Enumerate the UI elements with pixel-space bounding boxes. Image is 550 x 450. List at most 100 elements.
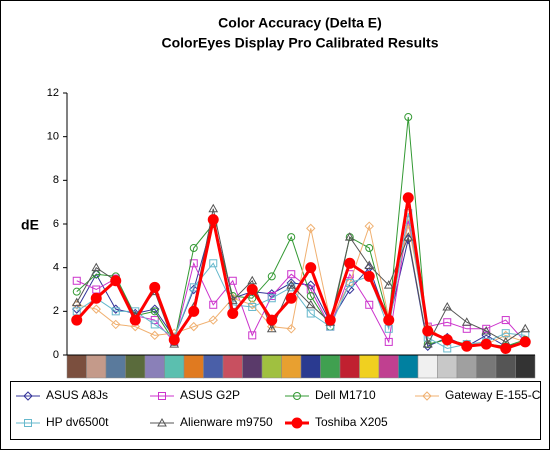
legend-label: ASUS A8Js	[46, 388, 108, 402]
data-point	[306, 292, 315, 301]
y-tick-label: 8	[53, 174, 59, 186]
data-point	[482, 324, 491, 333]
data-point	[267, 272, 276, 281]
chart-subtitle: ColorEyes Display Pro Calibrated Results	[162, 35, 439, 51]
legend-box	[10, 381, 541, 440]
color-swatch	[339, 354, 360, 379]
y-tick-label: 10	[47, 131, 59, 143]
y-tick-label: 4	[53, 262, 59, 274]
data-point	[189, 321, 199, 332]
data-point	[461, 340, 473, 352]
legend-label: HP dv6500t	[46, 415, 109, 429]
color-swatch	[417, 354, 438, 379]
data-point	[150, 316, 159, 325]
legend-label: Dell M1710	[315, 388, 376, 402]
y-tick-label: 6	[53, 218, 59, 230]
data-point	[246, 284, 258, 295]
data-point	[248, 302, 257, 311]
legend-marker	[293, 392, 301, 400]
data-point	[422, 325, 434, 337]
data-point	[72, 287, 81, 296]
color-swatch	[476, 354, 497, 379]
data-point	[150, 330, 160, 341]
data-point	[365, 300, 374, 309]
color-swatch	[144, 354, 165, 379]
data-point	[150, 307, 159, 316]
data-point	[71, 297, 82, 307]
data-point	[305, 299, 316, 309]
data-point	[306, 223, 316, 234]
legend-label: ASUS G2P	[180, 388, 240, 402]
color-swatch	[105, 354, 126, 379]
data-point	[189, 244, 198, 253]
data-point	[209, 300, 218, 309]
data-point	[306, 309, 315, 318]
data-point	[501, 316, 510, 325]
data-point	[364, 221, 374, 231]
legend-marker	[422, 391, 432, 401]
data-point	[207, 214, 219, 226]
data-point	[228, 276, 237, 285]
y-tick-label: 0	[53, 349, 59, 361]
data-point	[150, 320, 159, 329]
data-point	[344, 232, 355, 241]
color-swatch	[320, 354, 341, 379]
chart-title: Color Accuracy (Delta E)	[218, 15, 382, 31]
data-point	[285, 292, 297, 304]
data-point	[266, 323, 277, 333]
data-point	[344, 257, 356, 269]
color-swatch	[456, 354, 477, 379]
data-point	[481, 325, 492, 335]
color-swatch	[281, 354, 302, 379]
data-point	[422, 339, 433, 348]
data-point	[110, 275, 122, 287]
data-point	[324, 314, 336, 326]
data-point	[384, 337, 393, 346]
data-point	[208, 315, 218, 325]
data-point	[286, 280, 297, 289]
data-point	[247, 275, 258, 285]
data-point	[364, 260, 375, 269]
y-tick-label: 12	[47, 87, 59, 99]
data-point	[189, 284, 199, 295]
data-point	[461, 317, 472, 326]
data-point	[208, 203, 219, 213]
data-point	[403, 232, 414, 241]
data-point	[267, 294, 276, 303]
legend-label: Toshiba X205	[315, 415, 388, 429]
data-point	[442, 301, 453, 311]
data-point	[443, 318, 452, 327]
data-point	[248, 331, 257, 340]
color-swatch	[164, 354, 185, 379]
data-point	[209, 259, 218, 268]
data-point	[287, 233, 296, 242]
color-swatch	[86, 354, 107, 379]
y-tick-label: 2	[53, 305, 59, 317]
color-swatch	[261, 354, 282, 379]
color-swatch	[378, 354, 399, 379]
data-point	[111, 307, 120, 316]
data-point	[404, 113, 413, 122]
color-swatch	[66, 354, 87, 379]
legend-marker	[158, 392, 166, 400]
data-point	[519, 336, 531, 348]
data-point	[129, 314, 141, 326]
data-point	[501, 329, 510, 338]
data-point	[90, 292, 102, 304]
color-swatch	[125, 354, 146, 379]
color-swatch	[203, 354, 224, 379]
color-swatch	[495, 354, 516, 379]
legend-marker	[157, 417, 167, 427]
data-point	[402, 192, 414, 204]
color-swatch	[437, 354, 458, 379]
data-point	[72, 276, 81, 285]
data-point	[188, 305, 200, 317]
data-point	[520, 323, 531, 333]
data-point	[266, 314, 278, 326]
legend-marker	[23, 391, 33, 401]
data-point	[287, 270, 296, 279]
y-axis-label: dE	[21, 217, 39, 233]
data-point	[267, 321, 277, 332]
color-swatch	[398, 354, 419, 379]
